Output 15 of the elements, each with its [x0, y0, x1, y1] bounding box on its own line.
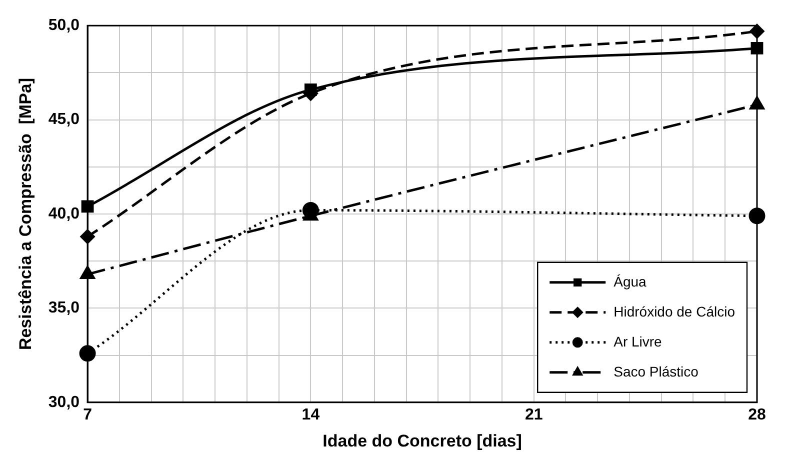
y-tick-label: 35,0	[48, 300, 80, 317]
x-tick-label: 21	[524, 406, 543, 424]
y-tick-label: 50,0	[48, 17, 80, 34]
legend-label: Saco Plástico	[614, 363, 699, 380]
x-tick-label: 14	[302, 406, 320, 424]
x-axis-title: Idade do Concreto [dias]	[322, 431, 522, 450]
legend-label: Água	[614, 273, 647, 290]
y-axis-title: Resistência a Compressão [MPa]	[16, 78, 35, 350]
legend-label: Hidróxido de Cálcio	[614, 303, 736, 320]
y-tick-label: 30,0	[48, 394, 80, 411]
y-tick-label: 45,0	[48, 111, 80, 128]
y-tick-label: 40,0	[48, 205, 80, 222]
x-tick-label: 28	[748, 406, 766, 424]
legend-label: Ar Livre	[614, 333, 662, 350]
x-tick-label: 7	[83, 406, 92, 424]
